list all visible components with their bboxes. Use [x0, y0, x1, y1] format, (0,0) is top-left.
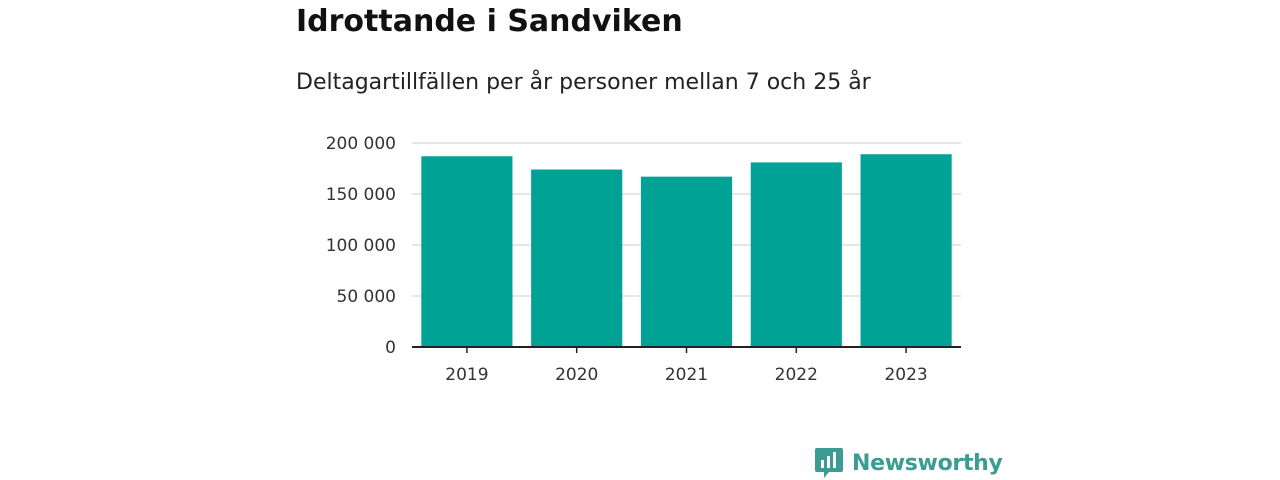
y-tick-label: 200 000	[326, 134, 396, 154]
bar-2022	[750, 162, 842, 347]
x-tick-label: 2021	[665, 365, 708, 385]
bar-2020	[531, 169, 623, 347]
logo-text: Newsworthy	[852, 450, 1003, 476]
newsworthy-logo[interactable]: Newsworthy	[814, 446, 1003, 480]
y-tick-label: 0	[385, 338, 396, 358]
x-tick-label: 2019	[445, 365, 488, 385]
bar-chart-speech-bubble-icon	[815, 448, 843, 478]
bar-chart: 0 50 000 100 000 150 000 200 000 2019 2020 2021…	[326, 134, 961, 385]
y-tick-label: 50 000	[337, 287, 396, 307]
chart-title: Idrottande i Sandviken	[296, 4, 683, 39]
bars	[421, 154, 952, 347]
x-tick-label: 2020	[555, 365, 598, 385]
x-tick-label: 2022	[775, 365, 818, 385]
chart-subtitle: Deltagartillfällen per år personer mella…	[296, 70, 871, 95]
y-tick-label: 150 000	[326, 185, 396, 205]
x-tick-label: 2023	[884, 365, 927, 385]
bar-2023	[860, 154, 952, 347]
bar-2019	[421, 156, 513, 347]
tick-labels: 0 50 000 100 000 150 000 200 000 2019 2020 2021…	[326, 134, 928, 385]
y-tick-label: 100 000	[326, 236, 396, 256]
axes	[412, 346, 961, 353]
bar-2021	[640, 176, 733, 347]
